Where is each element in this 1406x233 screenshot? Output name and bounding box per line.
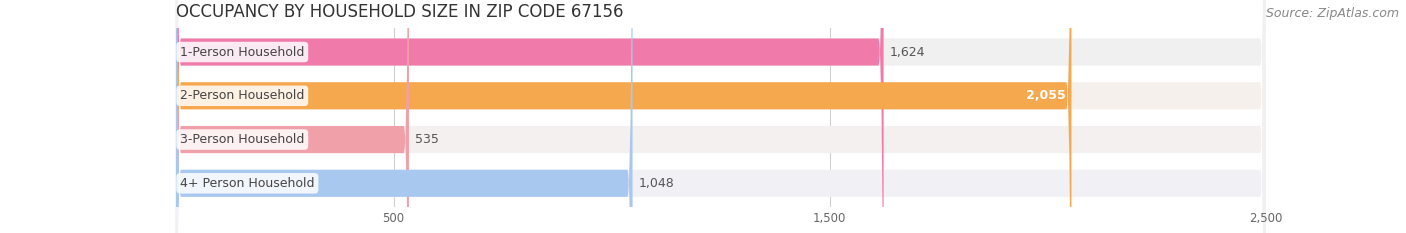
Text: 4+ Person Household: 4+ Person Household bbox=[180, 177, 315, 190]
Text: 1,048: 1,048 bbox=[640, 177, 675, 190]
Text: Source: ZipAtlas.com: Source: ZipAtlas.com bbox=[1265, 7, 1399, 20]
Text: 1-Person Household: 1-Person Household bbox=[180, 45, 305, 58]
Text: OCCUPANCY BY HOUSEHOLD SIZE IN ZIP CODE 67156: OCCUPANCY BY HOUSEHOLD SIZE IN ZIP CODE … bbox=[176, 3, 623, 21]
FancyBboxPatch shape bbox=[176, 0, 633, 233]
Text: 2,055: 2,055 bbox=[1026, 89, 1066, 102]
Text: 1,624: 1,624 bbox=[890, 45, 925, 58]
FancyBboxPatch shape bbox=[176, 0, 883, 233]
FancyBboxPatch shape bbox=[176, 0, 1265, 233]
Text: 535: 535 bbox=[416, 133, 439, 146]
FancyBboxPatch shape bbox=[176, 0, 1265, 233]
FancyBboxPatch shape bbox=[176, 0, 1071, 233]
FancyBboxPatch shape bbox=[176, 0, 409, 233]
FancyBboxPatch shape bbox=[176, 0, 1265, 233]
Text: 2-Person Household: 2-Person Household bbox=[180, 89, 305, 102]
Text: 3-Person Household: 3-Person Household bbox=[180, 133, 305, 146]
FancyBboxPatch shape bbox=[176, 0, 1265, 233]
